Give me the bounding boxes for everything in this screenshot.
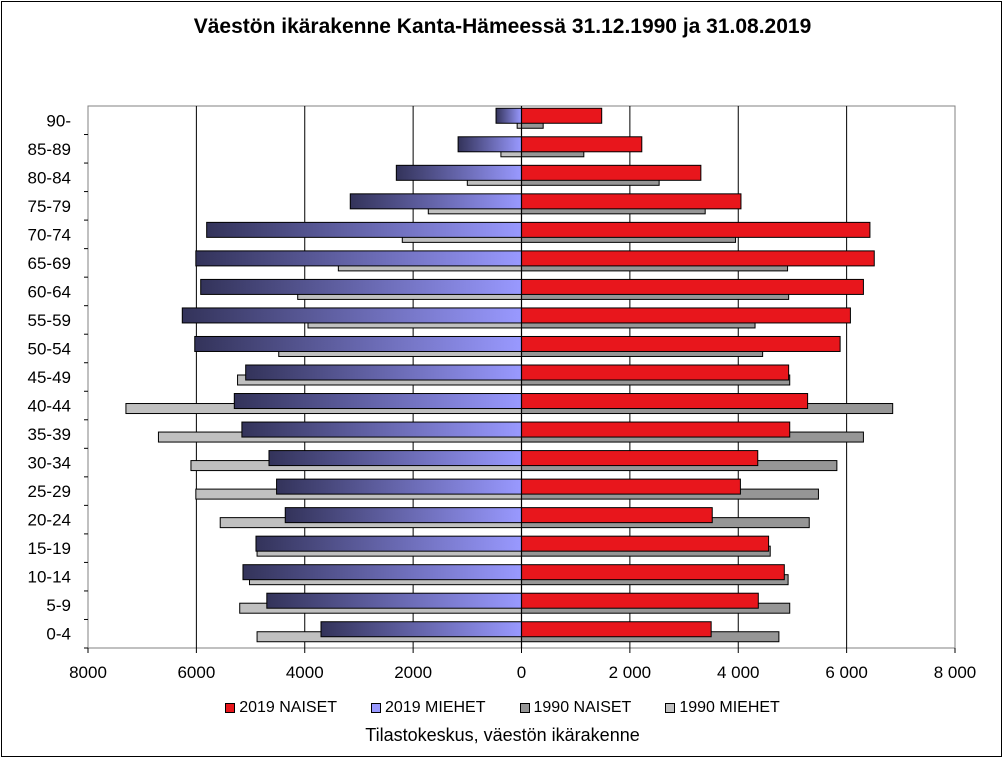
bar-2019-miehet: [200, 278, 523, 295]
bar-2019-miehet: [320, 621, 522, 638]
pyramid-plot: 0-4 5-9 10-14 15-19 20-24 25-29 30-34 35-39 40-4…: [28, 105, 977, 682]
y-tick-label: 55-59: [28, 311, 71, 330]
bar-2019-miehet: [495, 107, 522, 124]
legend-entry-1990-miehet: 1990 MIEHET: [665, 699, 780, 717]
y-tick-label: 70-74: [28, 225, 71, 244]
legend-entry-2019-miehet: 2019 MIEHET: [371, 699, 486, 717]
y-tick-label: 75-79: [28, 197, 71, 216]
bar-2019-miehet: [457, 136, 522, 153]
x-tick-label: 6 000: [825, 663, 868, 682]
bar-2019-miehet: [245, 364, 522, 381]
bar-2019-naiset: [521, 221, 871, 238]
bar-2019-miehet: [233, 393, 522, 410]
bar-2019-naiset: [521, 164, 702, 181]
bar-2019-naiset: [521, 278, 864, 295]
y-tick-label: 25-29: [28, 482, 71, 501]
legend-label: 2019 NAISET: [239, 699, 338, 716]
x-tick-label: 4 000: [717, 663, 760, 682]
legend-label: 2019 MIEHET: [385, 699, 486, 716]
bar-2019-naiset: [521, 307, 851, 324]
bar-2019-naiset: [521, 193, 742, 210]
bar-2019-miehet: [242, 564, 522, 581]
bar-2019-naiset: [521, 421, 791, 438]
y-tick-label: 60-64: [28, 282, 71, 301]
x-tick-label: 8 000: [934, 663, 977, 682]
x-tick-label: 2 000: [609, 663, 652, 682]
bar-2019-naiset: [521, 535, 770, 552]
bar-2019-naiset: [521, 478, 741, 495]
legend-swatch: [665, 703, 676, 713]
bar-2019-miehet: [255, 535, 522, 552]
bar-2019-miehet: [349, 193, 522, 210]
y-tick-label: 85-89: [28, 140, 71, 159]
y-tick-label: 45-49: [28, 368, 71, 387]
bar-2019-naiset: [521, 364, 790, 381]
bar-2019-miehet: [268, 450, 522, 467]
y-tick-label: 10-14: [28, 568, 71, 587]
y-tick-label: 5-9: [46, 596, 71, 615]
y-tick-label: 20-24: [28, 511, 71, 530]
legend-entry-2019-naiset: 2019 NAISET: [225, 699, 337, 717]
y-tick-label: 50-54: [28, 339, 71, 358]
legend-swatch: [371, 703, 382, 713]
bar-2019-naiset: [521, 107, 603, 124]
bar-2019-miehet: [395, 164, 522, 181]
y-tick-label: 80-84: [28, 168, 71, 187]
bar-2019-naiset: [521, 507, 713, 524]
x-tick-label: 4000: [286, 663, 324, 682]
bar-2019-miehet: [276, 478, 523, 495]
y-tick-label: 15-19: [28, 539, 71, 558]
bar-2019-naiset: [521, 621, 712, 638]
bar-2019-miehet: [284, 507, 522, 524]
bar-2019-naiset: [521, 335, 841, 352]
x-tick-label: 6000: [177, 663, 215, 682]
y-tick-label: 40-44: [28, 397, 71, 416]
source-caption: Tilastokeskus, väestön ikärakenne: [365, 725, 640, 745]
x-tick-label: 2000: [394, 663, 432, 682]
bar-2019-miehet: [195, 250, 522, 267]
legend-label: 1990 MIEHET: [679, 699, 780, 716]
bar-2019-naiset: [521, 393, 809, 410]
bar-2019-naiset: [521, 450, 759, 467]
y-tick-label: 35-39: [28, 425, 71, 444]
x-tick-label: 8000: [69, 663, 107, 682]
bar-2019-miehet: [266, 592, 522, 609]
y-tick-label: 65-69: [28, 254, 71, 273]
legend-entry-1990-naiset: 1990 NAISET: [519, 699, 632, 717]
bar-2019-naiset: [521, 592, 759, 609]
bar-2019-naiset: [521, 250, 875, 267]
legend: 2019 NAISET 2019 MIEHET 1990 NAISET 1990…: [0, 699, 1005, 717]
x-tick-label: 0: [517, 663, 526, 682]
legend-label: 1990 NAISET: [533, 699, 632, 716]
y-tick-label: 0-4: [46, 625, 71, 644]
chart-title: Väestön ikärakenne Kanta-Hämeessä 31.12.…: [193, 15, 812, 38]
legend-swatch: [225, 703, 236, 713]
bar-2019-miehet: [206, 221, 522, 238]
y-tick-label: 30-34: [28, 454, 71, 473]
bar-2019-miehet: [181, 307, 522, 324]
y-tick-label: 90-: [46, 111, 71, 130]
bar-2019-naiset: [521, 564, 785, 581]
legend-swatch: [519, 703, 530, 713]
bar-2019-naiset: [521, 136, 643, 153]
bar-2019-miehet: [241, 421, 523, 438]
bar-2019-miehet: [194, 335, 522, 352]
